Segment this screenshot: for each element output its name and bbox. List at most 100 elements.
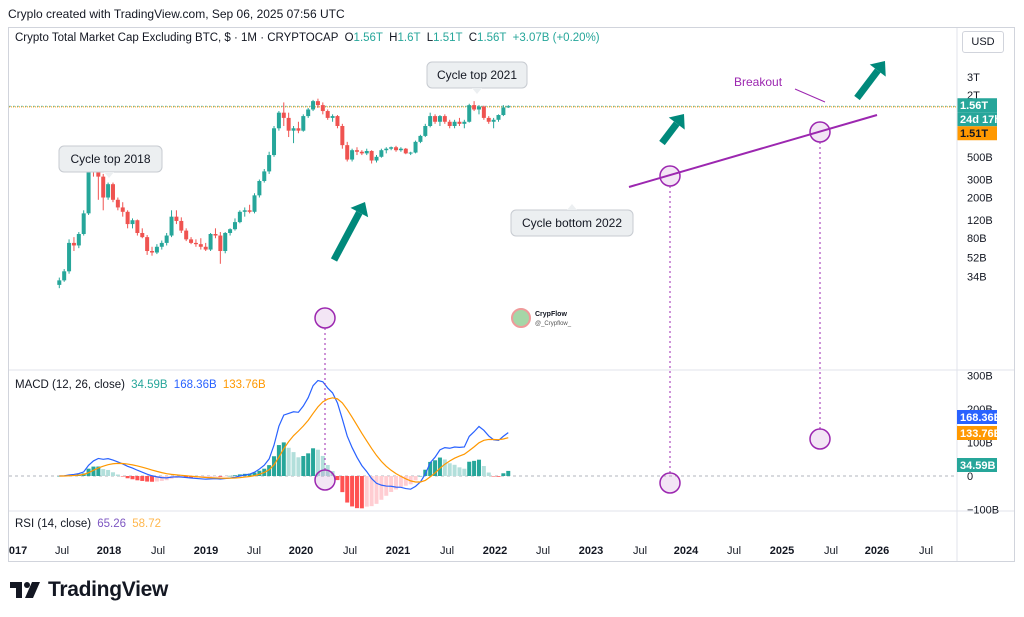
macd-histogram-bar: [403, 476, 408, 486]
macd-histogram-bar: [428, 461, 433, 476]
bar-countdown-label-bg: [957, 112, 997, 127]
arrow-head: [869, 61, 886, 77]
currency-button[interactable]: USD: [962, 31, 1004, 53]
time-axis-tick: 2025: [770, 545, 794, 557]
macd-axis-tick: −100B: [967, 505, 999, 517]
macd-histogram-bar: [228, 475, 233, 477]
macd-histogram-bar: [354, 476, 359, 509]
crossover-circle-price: [314, 307, 336, 329]
macd-histogram-bar: [150, 476, 155, 482]
macd-histogram-bar: [452, 464, 457, 476]
candle-body: [320, 105, 325, 112]
signal-value-label: 133.76B: [960, 428, 1002, 440]
candle-body: [179, 220, 184, 231]
macd-legend-macd: 168.36B: [173, 379, 217, 391]
chart-frame: 3T2T800B500B300B200B120B80B52B34BCycle t…: [8, 27, 1015, 562]
candle-body: [437, 116, 442, 122]
legend-high-label: H: [389, 32, 398, 44]
candle-body: [354, 150, 359, 152]
time-axis-tick: Jul: [343, 545, 357, 557]
candle-body: [413, 141, 418, 153]
candle-body: [374, 156, 379, 161]
candle-body: [242, 210, 247, 212]
macd-histogram-bar: [218, 476, 223, 477]
macd-histogram-bar: [345, 476, 350, 503]
candle-body: [496, 115, 501, 120]
time-axis-tick: Jul: [440, 545, 454, 557]
candle-body: [257, 181, 262, 196]
candle-body: [150, 251, 155, 253]
candle-body: [57, 280, 62, 285]
macd-histogram-bar: [394, 476, 399, 490]
macd-histogram-bar: [433, 460, 438, 476]
macd-histogram-bar: [457, 467, 462, 476]
crossover-circle-price: [809, 121, 831, 143]
macd-histogram-bar: [501, 473, 506, 476]
legend-close-label: C: [468, 32, 478, 44]
callout-text: Cycle top 2018: [70, 152, 150, 166]
candle-body: [291, 128, 296, 131]
macd-histogram-bar: [306, 453, 311, 476]
macd-legend-hist: 34.59B: [131, 379, 168, 391]
macd-histogram-bar: [467, 461, 472, 476]
macd-histogram-bar: [301, 456, 306, 476]
candle-body: [237, 211, 242, 223]
candle-body: [335, 116, 340, 126]
legend-low-label: L: [426, 32, 434, 44]
legend-title: Crypto Total Market Cap Excluding BTC, $…: [15, 32, 339, 44]
macd-histogram-bar: [237, 474, 242, 476]
time-axis-tick: 2023: [579, 545, 603, 557]
macd-histogram-bar: [447, 463, 452, 476]
chart-svg[interactable]: 3T2T800B500B300B200B120B80B52B34BCycle t…: [9, 28, 1014, 561]
candle-body: [67, 242, 72, 272]
candle-body: [115, 199, 120, 208]
candle-body: [394, 147, 399, 151]
level-price-label-bg: [957, 126, 997, 141]
candle-body: [481, 106, 486, 118]
macd-line: [59, 379, 509, 490]
candle-body: [110, 184, 115, 200]
candle-body: [145, 237, 150, 252]
macd-histogram-bar: [291, 452, 296, 476]
macd-axis-tick: 0: [967, 471, 973, 483]
candle-body: [169, 216, 174, 236]
callout-cycle-bottom-2022: Cycle bottom 2022: [510, 204, 634, 237]
macd-histogram-bar: [491, 476, 496, 477]
callout-pointer: [104, 172, 114, 178]
tradingview-logo[interactable]: TradingView: [10, 578, 168, 602]
time-axis-tick: 2019: [194, 545, 218, 557]
macd-histogram-bar: [96, 466, 101, 476]
macd-histogram-bar: [364, 476, 369, 507]
callout-text: Cycle bottom 2022: [522, 216, 622, 230]
candle-body: [81, 213, 86, 234]
level-price-label: 1.51T: [960, 128, 988, 140]
uptrend-arrow-2020: [330, 202, 369, 262]
histogram-value-label: 34.59B: [960, 460, 996, 472]
legend-high-value: 1.6T: [397, 32, 421, 44]
candle-body: [62, 271, 67, 281]
legend-change: +3.07B (+0.20%): [512, 32, 600, 44]
last-price-label: 1.56T: [960, 100, 988, 112]
macd-histogram-bar: [208, 476, 213, 478]
candle-body: [306, 109, 311, 117]
time-axis-tick: Jul: [536, 545, 550, 557]
candle-body: [364, 150, 369, 154]
macd-histogram-bar: [189, 476, 194, 478]
macd-histogram-bar: [110, 472, 115, 476]
macd-histogram-bar: [213, 476, 218, 477]
watermark-logo-icon: [511, 308, 531, 328]
macd-histogram-bar: [257, 470, 262, 476]
signal-value-label-bg: [957, 426, 997, 440]
rsi-legend: RSI (14, close) 65.26 58.72: [15, 518, 164, 530]
breakout-pointer-line: [794, 88, 826, 103]
candle-body: [359, 151, 364, 154]
time-axis-tick: 2018: [97, 545, 121, 557]
candle-body: [218, 235, 223, 252]
macd-axis-tick: 300B: [967, 371, 993, 383]
macd-legend-signal: 133.76B: [222, 379, 266, 391]
ascending-trendline: [628, 114, 878, 188]
candle-body: [350, 150, 355, 160]
candle-body: [174, 216, 179, 221]
candle-body: [384, 148, 389, 151]
macd-histogram-bar: [350, 476, 355, 507]
